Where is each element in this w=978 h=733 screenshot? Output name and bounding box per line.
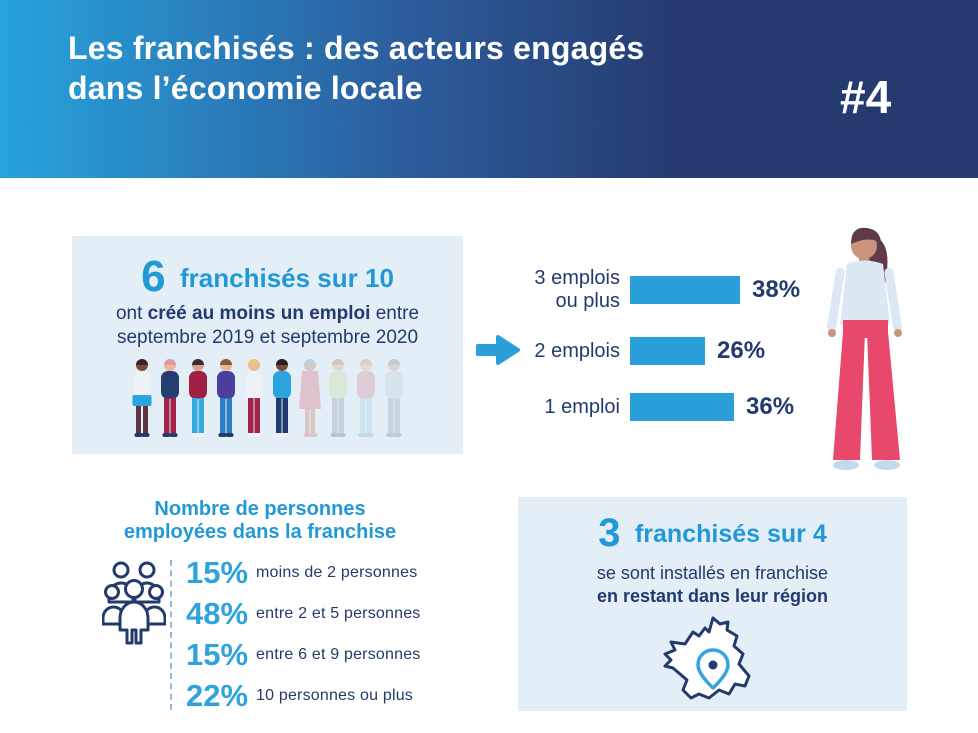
stat-label: entre 6 et 9 personnes [256, 645, 421, 663]
chart-category-label: 2 emplois [534, 339, 620, 362]
region-box-heading: 3 franchisés sur 4 [518, 511, 907, 556]
stat-percentage: 48% [186, 595, 249, 631]
employment-section-heading: Nombre de personnes employées dans la fr… [100, 498, 420, 544]
employment-stat-row: 48% entre 2 et 5 personnes [186, 593, 421, 634]
jobs-box-subline1: ont créé au moins un emploi entre [115, 303, 420, 324]
employment-stat-row: 15% moins de 2 personnes [186, 552, 421, 593]
chart-value-label: 26% [717, 337, 766, 364]
jobs-box-title: franchisés sur 10 [180, 263, 394, 293]
region-box-title: franchisés sur 4 [634, 520, 827, 548]
stat-percentage: 15% [186, 636, 249, 672]
page-title-line2: dans l’économie locale [68, 70, 423, 106]
france-map-icon [663, 616, 750, 700]
employment-stat-row: 15% entre 6 et 9 personnes [186, 634, 421, 675]
jobs-box-number: 6 [141, 252, 166, 301]
stat-percentage: 22% [186, 677, 249, 713]
chart-category-label: 3 emplois ou plus [534, 267, 620, 312]
chart-value-label: 36% [746, 393, 795, 420]
stat-percentage: 15% [186, 554, 249, 590]
region-box-subline2: en restant dans leur région [596, 586, 829, 606]
stat-label: entre 2 et 5 personnes [256, 604, 421, 622]
woman-illustration [826, 227, 902, 470]
chart-category-label: 1 emploi [544, 395, 620, 418]
stat-label: 10 personnes ou plus [256, 686, 413, 704]
header-band: Les franchisés : des acteurs engagés dan… [0, 0, 978, 178]
chart-bar [630, 276, 740, 304]
people-group-illustration [132, 359, 403, 437]
chart-value-label: 38% [752, 276, 801, 303]
jobs-box-heading: 6 franchisés sur 10 [72, 252, 463, 302]
region-box-subline1: se sont installés en franchise [596, 563, 829, 583]
region-box-number: 3 [598, 511, 621, 555]
chart-bar [630, 393, 734, 421]
issue-number-badge: #4 [840, 71, 892, 123]
jobs-created-box: 6 franchisés sur 10 ont créé au moins un… [72, 236, 463, 454]
page-title: Les franchisés : des acteurs engagés dan… [68, 28, 644, 108]
region-box: 3 franchisés sur 4 se sont installés en … [518, 497, 907, 711]
chart-row: 2 emplois 26% [500, 333, 765, 369]
stat-label: moins de 2 personnes [256, 563, 418, 581]
employment-stat-row: 22% 10 personnes ou plus [186, 675, 421, 716]
jobs-box-subline2: septembre 2019 et septembre 2020 [116, 327, 419, 348]
map-wrap [518, 614, 907, 724]
dashed-divider [170, 560, 172, 710]
chart-row: 1 emploi 36% [500, 389, 794, 425]
chart-bar [630, 337, 705, 365]
employment-heading-line2: employées dans la franchise [123, 521, 397, 543]
employment-stats-list: 15% moins de 2 personnes 48% entre 2 et … [186, 552, 421, 716]
location-pin-icon [695, 648, 730, 690]
page-title-line1: Les franchisés : des acteurs engagés [68, 30, 645, 66]
people-group-icon [102, 561, 166, 645]
arrow-right-icon [476, 335, 520, 365]
employment-heading-line1: Nombre de personnes [154, 498, 366, 520]
chart-row: 3 emplois ou plus 38% [500, 267, 801, 312]
